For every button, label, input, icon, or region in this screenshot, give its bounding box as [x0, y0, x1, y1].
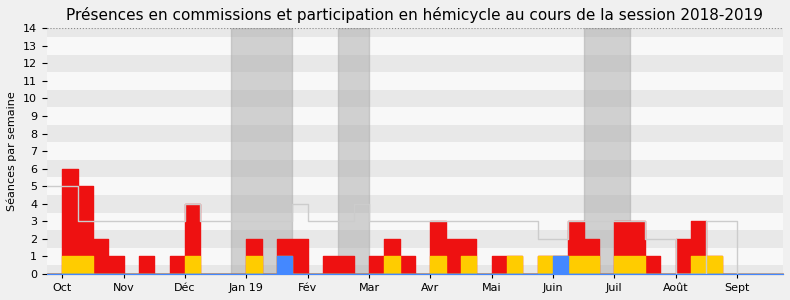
Bar [47, 72, 783, 90]
Y-axis label: Séances par semaine: Séances par semaine [7, 91, 17, 211]
Bar [584, 28, 630, 274]
Bar [231, 28, 292, 274]
Bar [47, 55, 783, 72]
Bar [47, 37, 783, 55]
Title: Présences en commissions et participation en hémicycle au cours de la session 20: Présences en commissions et participatio… [66, 7, 763, 23]
Bar [47, 230, 783, 248]
Bar [47, 213, 783, 230]
Bar [47, 125, 783, 142]
Bar [47, 90, 783, 107]
Bar [47, 178, 783, 195]
Bar [47, 160, 783, 178]
Bar [47, 265, 783, 283]
Bar [47, 107, 783, 125]
Bar [338, 28, 369, 274]
Bar [47, 248, 783, 265]
Bar [47, 195, 783, 213]
Bar [47, 20, 783, 37]
Bar [47, 142, 783, 160]
